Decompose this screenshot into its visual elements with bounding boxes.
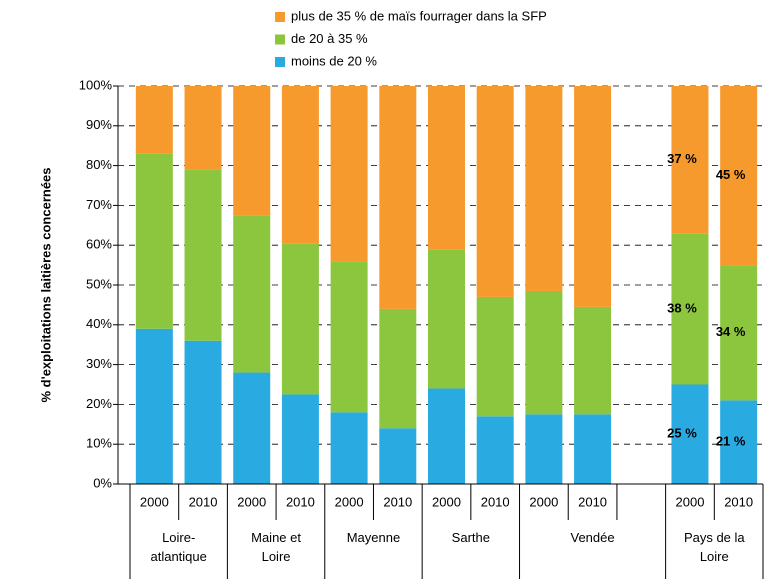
- bar-segment: [525, 414, 563, 484]
- bar-segment: [574, 306, 612, 415]
- y-tick-label: 100%: [79, 77, 113, 92]
- legend-label: plus de 35 % de maïs fourrager dans la S…: [291, 8, 547, 23]
- x-tick-label: 2000: [237, 494, 266, 509]
- data-label: 34 %: [716, 324, 746, 339]
- x-tick-label: 2000: [529, 494, 558, 509]
- bar-segment: [720, 400, 758, 484]
- y-tick-label: 70%: [86, 197, 112, 212]
- y-tick-label: 80%: [86, 157, 112, 172]
- x-tick-label: 2000: [432, 494, 461, 509]
- bar-segment: [135, 86, 173, 154]
- bar-segment: [428, 249, 465, 389]
- x-tick-label: 2010: [724, 494, 753, 509]
- bar-segment: [476, 296, 514, 417]
- bar-segment: [671, 233, 709, 385]
- x-tick-label: 2010: [189, 494, 218, 509]
- legend-swatch: [275, 12, 285, 22]
- bar-segment: [671, 384, 709, 484]
- bar-segment: [330, 261, 368, 413]
- x-tick-label: 2000: [676, 494, 705, 509]
- bar-segment: [233, 372, 271, 484]
- bar-segment: [428, 388, 465, 484]
- bar-segment: [135, 328, 173, 484]
- bar-segment: [720, 265, 758, 401]
- bar-segment: [671, 86, 709, 234]
- bar-segment: [574, 414, 612, 484]
- x-tick-label: 2010: [383, 494, 412, 509]
- bar-segment: [330, 86, 368, 262]
- legend-label: moins de 20 %: [291, 53, 377, 68]
- bar-segment: [525, 86, 563, 291]
- bar-segment: [184, 86, 222, 170]
- x-tick-label: 2010: [286, 494, 315, 509]
- x-tick-label: 2010: [578, 494, 607, 509]
- y-tick-label: 30%: [86, 356, 112, 371]
- bar-segment: [184, 340, 222, 484]
- group-label: Vendée: [570, 530, 615, 545]
- bar-segment: [476, 86, 514, 297]
- legend-swatch: [275, 57, 285, 67]
- data-label: 38 %: [667, 300, 697, 315]
- group-label: Pays de la Loire: [683, 530, 745, 564]
- y-tick-label: 10%: [86, 436, 112, 451]
- bar-segment: [379, 86, 417, 309]
- legend-swatch: [275, 34, 285, 45]
- bar-segment: [135, 153, 173, 329]
- group-label: Loire- atlantique: [150, 530, 207, 564]
- bar-segment: [184, 169, 222, 341]
- group-label: Sarthe: [451, 530, 490, 545]
- group-label: Maine et Loire: [251, 530, 301, 564]
- bar-segment: [525, 290, 563, 415]
- data-label: 21 %: [716, 434, 746, 449]
- bar-segment: [281, 394, 319, 484]
- bar-segment: [379, 428, 417, 484]
- x-tick-label: 2000: [335, 494, 364, 509]
- data-label: 37 %: [667, 151, 697, 166]
- data-label: 25 %: [667, 426, 697, 441]
- bar-segment: [233, 86, 271, 216]
- y-tick-label: 90%: [86, 117, 112, 132]
- y-tick-label: 0%: [93, 475, 112, 490]
- legend-label: de 20 à 35 %: [291, 31, 368, 46]
- bar-segment: [428, 86, 465, 250]
- y-tick-label: 50%: [86, 276, 112, 291]
- y-axis-label: % d'exploitations laitières concernées: [38, 167, 53, 402]
- y-tick-label: 20%: [86, 396, 112, 411]
- bar-segment: [281, 86, 319, 244]
- bar-segment: [281, 243, 319, 395]
- bar-segment: [476, 416, 514, 484]
- x-tick-label: 2010: [481, 494, 510, 509]
- bar-segment: [379, 308, 417, 429]
- bar-segment: [330, 412, 368, 484]
- data-label: 45 %: [716, 167, 746, 182]
- x-tick-label: 2000: [140, 494, 169, 509]
- group-label: Mayenne: [346, 530, 401, 545]
- bar-segment: [233, 215, 271, 373]
- y-tick-label: 60%: [86, 237, 112, 252]
- y-tick-label: 40%: [86, 316, 112, 331]
- bar-segment: [574, 86, 612, 307]
- bar-segment: [720, 86, 758, 266]
